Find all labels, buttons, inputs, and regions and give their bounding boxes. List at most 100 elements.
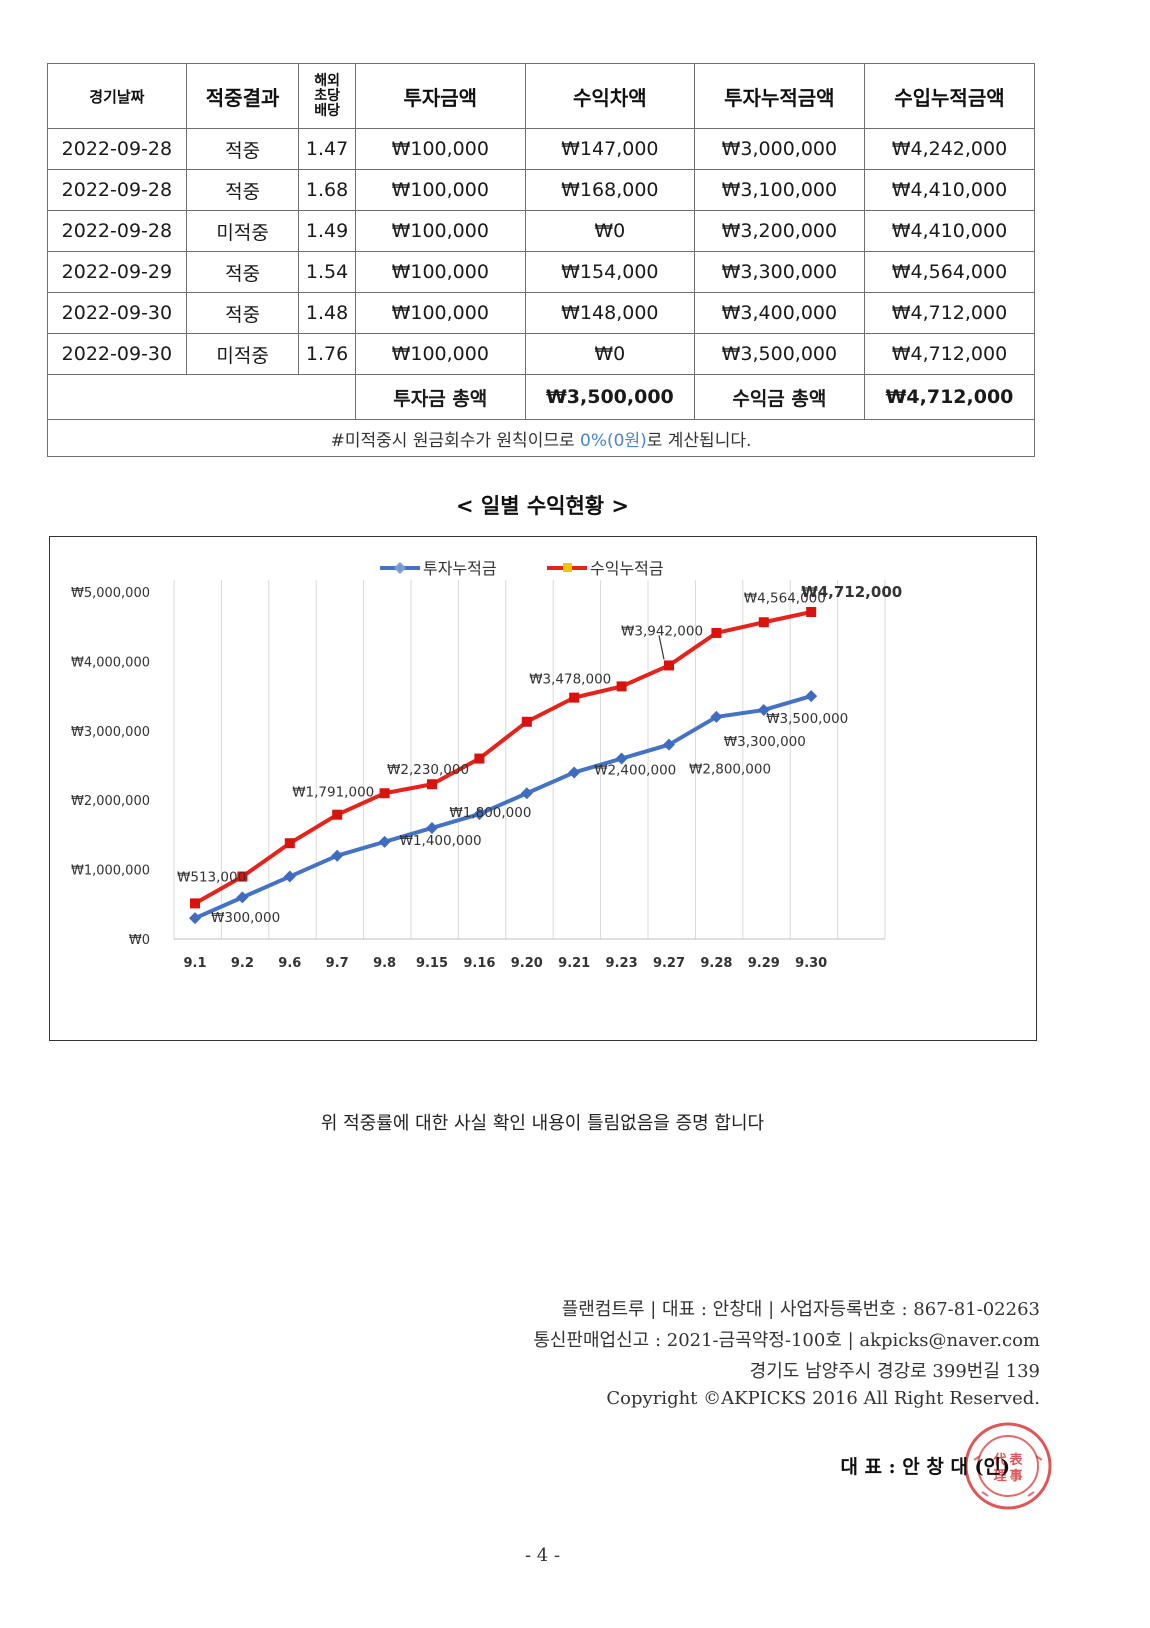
x-tick-label: 9.16: [463, 956, 495, 971]
data-label: ₩1,400,000: [400, 833, 482, 849]
cell-investment: ₩100,000: [354, 169, 526, 211]
data-label: ₩4,712,000: [801, 583, 902, 601]
x-tick-label: 9.6: [278, 956, 301, 971]
total-investment-value: ₩3,500,000: [524, 374, 695, 420]
data-point-investment: [426, 821, 438, 834]
table-header-row: 경기날짜 적중결과 해외 초당 배당 투자금액 수익차액 투자누적금액 수입누적…: [47, 63, 1036, 129]
data-point-income: [664, 660, 674, 671]
series-line-investment: [194, 694, 812, 921]
data-label-leader-line: [658, 635, 665, 660]
cell-result: 적중: [185, 128, 300, 170]
cell-result: 미적중: [185, 210, 300, 252]
cell-result: 적중: [185, 169, 300, 211]
cell-profit: ₩147,000: [524, 128, 695, 170]
header-odds-line1: 해외: [314, 72, 340, 89]
legend-marker-investment: [394, 562, 406, 574]
totals-empty-cell: [47, 374, 356, 420]
cell-cum-income: ₩4,712,000: [863, 333, 1036, 375]
cell-odds: 1.49: [298, 210, 356, 252]
footer-copyright-line: Copyright ©AKPICKS 2016 All Right Reserv…: [606, 1388, 1040, 1409]
data-point-income: [379, 788, 390, 799]
footer-registration-line: 통신판매업신고 : 2021-금곡약정-100호 | akpicks@naver…: [533, 1330, 1040, 1351]
cell-profit: ₩0: [524, 210, 695, 252]
note-row: #미적중시 원금회수가 원칙이므로 0%(0원)로 계산됩니다.: [47, 419, 1035, 457]
header-cum-investment: 투자누적금액: [693, 63, 865, 129]
x-tick-label: 9.1: [183, 956, 206, 971]
header-investment: 투자금액: [354, 63, 526, 129]
data-point-income: [521, 716, 532, 727]
cell-result: 적중: [185, 251, 300, 293]
note-text-highlight: 0%(0원): [580, 430, 647, 451]
header-date: 경기날짜: [47, 63, 187, 129]
cell-cum-investment: ₩3,200,000: [693, 210, 865, 252]
table-row: 2022-09-30 적중 1.48 ₩100,000 ₩148,000 ₩3,400,0…: [47, 292, 1036, 334]
x-tick-label: 9.29: [748, 956, 780, 971]
x-tick-label: 9.30: [795, 956, 827, 971]
note-text-before: #미적중시 원금회수가 원칙이므로: [330, 430, 581, 451]
y-tick-label: ₩2,000,000: [71, 794, 150, 809]
cell-cum-investment: ₩3,000,000: [693, 128, 865, 170]
data-label: ₩1,800,000: [449, 805, 531, 821]
cell-odds: 1.54: [298, 251, 356, 293]
header-result: 적중결과: [185, 63, 300, 129]
company-seal-stamp: 代 表 理 事: [964, 1422, 1052, 1510]
representative-signature-line: 대 표 : 안 창 대 (인): [840, 1456, 1010, 1478]
data-label: ₩2,230,000: [387, 762, 469, 778]
cell-result: 미적중: [185, 333, 300, 375]
data-point-income: [190, 898, 200, 909]
cell-odds: 1.68: [298, 169, 356, 211]
header-profit: 수익차액: [524, 63, 695, 129]
data-point-income: [332, 809, 343, 820]
table-row: 2022-09-29 적중 1.54 ₩100,000 ₩154,000 ₩3,300,0…: [47, 251, 1036, 293]
data-point-income: [569, 692, 580, 703]
page-number: - 4 -: [524, 1545, 561, 1566]
y-tick-label: ₩0: [129, 933, 150, 948]
header-odds-line3: 배당: [314, 102, 340, 119]
total-income-value: ₩4,712,000: [863, 374, 1036, 420]
cell-investment: ₩100,000: [354, 292, 526, 334]
svg-text:代: 代: [992, 1452, 1006, 1468]
svg-text:事: 事: [1009, 1468, 1022, 1484]
data-label: ₩513,000: [177, 869, 246, 885]
cell-cum-income: ₩4,410,000: [863, 210, 1036, 252]
data-point-investment: [663, 738, 675, 751]
legend-label-income: 수익누적금: [590, 559, 664, 578]
data-point-investment: [189, 912, 201, 925]
cell-cum-income: ₩4,242,000: [863, 128, 1036, 170]
cell-odds: 1.76: [298, 333, 356, 375]
cell-profit: ₩0: [524, 333, 695, 375]
data-point-income: [284, 838, 295, 849]
cell-investment: ₩100,000: [354, 128, 526, 170]
data-point-income: [806, 606, 817, 617]
cell-date: 2022-09-30: [47, 333, 187, 375]
footer-address-line: 경기도 남양주시 경강로 399번길 139: [749, 1361, 1040, 1382]
data-point-investment: [378, 835, 391, 848]
cell-date: 2022-09-28: [47, 128, 187, 170]
cell-cum-income: ₩4,712,000: [863, 292, 1036, 334]
cell-cum-investment: ₩3,500,000: [693, 333, 865, 375]
cell-investment: ₩100,000: [354, 333, 526, 375]
cell-cum-investment: ₩3,400,000: [693, 292, 865, 334]
x-tick-label: 9.2: [231, 956, 254, 971]
data-label: ₩4,564,000: [744, 590, 826, 606]
totals-row: 투자금 총액 ₩3,500,000 수익금 총액 ₩4,712,000: [47, 374, 1036, 420]
daily-profit-chart: ₩0 ₩1,000,000 ₩2,000,000 ₩3,000,000 ₩4,000,0…: [49, 536, 1037, 1041]
data-label: ₩3,478,000: [529, 672, 611, 688]
y-tick-label: ₩5,000,000: [71, 586, 150, 601]
data-point-investment: [331, 849, 344, 862]
data-point-income: [616, 681, 627, 692]
y-tick-label: ₩4,000,000: [71, 655, 150, 670]
cell-cum-investment: ₩3,300,000: [693, 251, 865, 293]
legend-marker-income: [563, 563, 572, 572]
cell-date: 2022-09-28: [47, 210, 187, 252]
cell-cum-investment: ₩3,100,000: [693, 169, 865, 211]
x-tick-label: 9.28: [700, 956, 732, 971]
data-point-investment: [473, 808, 486, 821]
x-tick-label: 9.7: [326, 956, 349, 971]
cell-odds: 1.48: [298, 292, 356, 334]
footer-company-line: 플랜컴트루 | 대표 : 안창대 | 사업자등록번호 : 867-81-0226…: [561, 1299, 1040, 1320]
data-point-investment: [757, 703, 770, 716]
cell-cum-income: ₩4,564,000: [863, 251, 1036, 293]
table-row: 2022-09-28 미적중 1.49 ₩100,000 ₩0 ₩3,200,000 ₩4,…: [47, 210, 1036, 252]
